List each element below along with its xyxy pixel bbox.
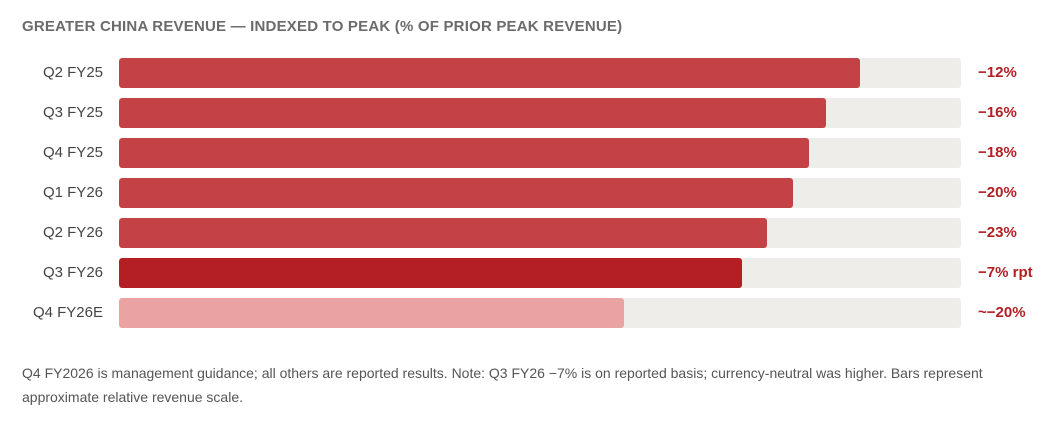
category-label: Q1 FY26 [42,184,103,201]
value-label: −23% [978,224,1017,241]
bar [119,178,793,208]
category-label: Q4 FY25 [42,144,103,161]
category-label: Q2 FY25 [42,64,103,81]
bar-row: Q2 FY26 −23% [0,218,1052,248]
bar-track [119,298,961,328]
bar [119,98,826,128]
value-label: −7% rpt [978,264,1033,281]
chart-footnote: Q4 FY2026 is management guidance; all ot… [22,365,983,405]
bar-row: Q3 FY26 −7% rpt [0,258,1052,288]
bar-track [119,98,961,128]
category-label: Q2 FY26 [42,224,103,241]
bar [119,138,809,168]
value-label: −18% [978,144,1017,161]
bar-row: Q2 FY25 −12% [0,58,1052,88]
bar [119,58,860,88]
bar-row: Q3 FY25 −16% [0,98,1052,128]
category-label: Q4 FY26E [32,304,103,321]
bar-track [119,218,961,248]
bar-track [119,178,961,208]
bar-row: Q4 FY26E ~−20% [0,298,1052,328]
bar-track [119,58,961,88]
value-label: −20% [978,184,1017,201]
value-label: ~−20% [978,304,1026,321]
bar-row: Q1 FY26 −20% [0,178,1052,208]
value-label: −12% [978,64,1017,81]
bar [119,298,624,328]
category-label: Q3 FY25 [42,104,103,121]
value-label: −16% [978,104,1017,121]
bar [119,218,767,248]
bar-track [119,258,961,288]
chart-title: GREATER CHINA REVENUE — INDEXED TO PEAK … [22,18,623,35]
category-label: Q3 FY26 [42,264,103,281]
bar-row: Q4 FY25 −18% [0,138,1052,168]
bar [119,258,742,288]
bar-track [119,138,961,168]
